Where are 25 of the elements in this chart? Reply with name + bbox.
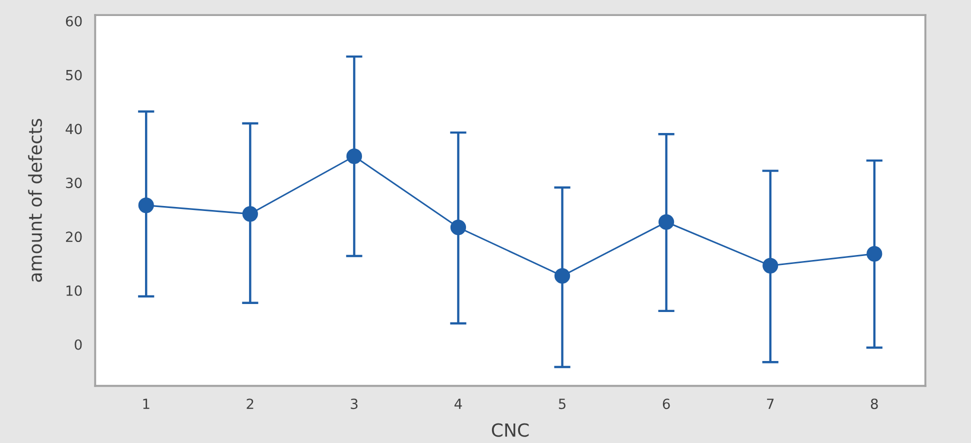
x-tick-label: 3 [350,398,358,410]
point [762,258,778,274]
y-tick-label: 50 [66,70,82,80]
point [866,246,882,262]
x-tick-label: 2 [246,398,254,409]
x-axis-title: CNC [492,423,529,437]
y-tick-label: 20 [66,232,82,242]
y-tick-label: 60 [66,16,82,26]
x-tick-label: 4 [454,398,462,409]
x-tick-label: 8 [870,398,878,410]
point [658,214,674,230]
x-tick-label: 1 [143,398,150,409]
y-tick-label: 0 [74,339,82,350]
y-tick-label: 30 [66,178,82,188]
y-tick-label: 10 [66,285,82,296]
point [242,206,258,222]
y-axis-title: amount of defects [28,118,42,282]
x-tick-label: 6 [662,398,670,410]
x-tick-label: 5 [558,398,566,410]
point [138,197,154,214]
y-tick-label: 40 [66,124,82,134]
x-tick-label: 7 [767,398,774,409]
point [450,220,466,236]
point [554,268,570,284]
point [346,148,362,164]
